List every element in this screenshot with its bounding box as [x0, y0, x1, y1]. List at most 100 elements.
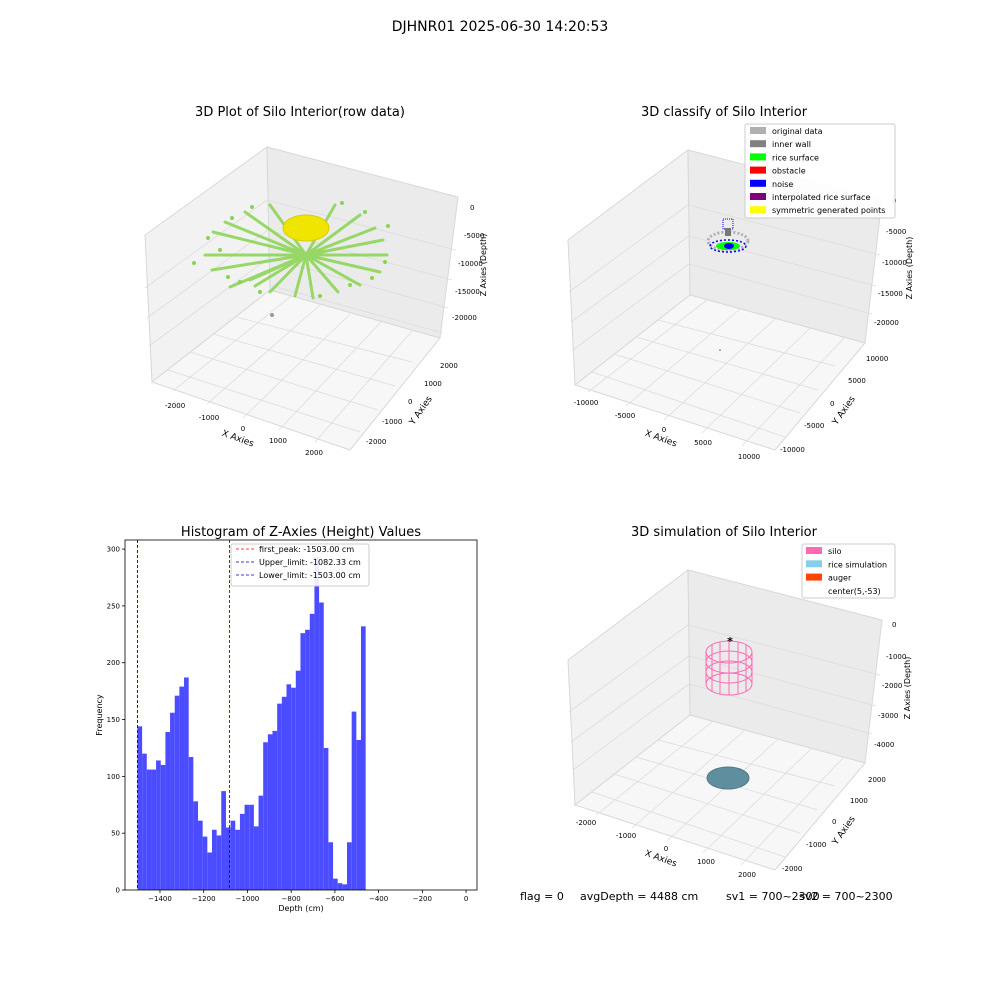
- simulation-legend-swatch: [806, 547, 822, 554]
- raw-ztick: -5000: [464, 232, 484, 240]
- classify-legend-swatch: [750, 179, 766, 187]
- sim-ztick: -4000: [874, 741, 894, 749]
- status-line: flag = 0 avgDepth = 4488 cm sv1 = 700~23…: [520, 890, 893, 903]
- classify-ztick: -20000: [874, 319, 899, 327]
- classify-3d-plot: 3D classify of Silo Interior -10000: [567, 105, 914, 461]
- classify-legend-label: inner wall: [772, 140, 811, 149]
- raw-outlier-point: [270, 313, 274, 317]
- classify-ztick: -10000: [882, 259, 907, 267]
- raw-ztick: -15000: [455, 288, 480, 296]
- histogram-bar: [323, 747, 329, 890]
- histogram-ylabel: Frequency: [95, 694, 104, 736]
- histogram-ytick-label: 50: [111, 830, 120, 838]
- sim-ytick: 1000: [850, 797, 868, 805]
- sim-ztick: -3000: [878, 712, 898, 720]
- histogram-bar: [160, 765, 166, 890]
- classify-zlabel: Z Axies (Depth): [905, 237, 914, 300]
- classify-ytick: -10000: [780, 446, 805, 454]
- classify-noise-ring: [709, 239, 747, 253]
- raw-xtick: 2000: [305, 449, 323, 457]
- histogram-legend-box: [230, 543, 370, 587]
- simulation-legend-swatch: [806, 573, 822, 581]
- histogram-bar: [253, 826, 259, 890]
- histogram-xtick-label: −800: [282, 895, 301, 903]
- histogram-bar: [202, 836, 208, 890]
- histogram-bar: [170, 712, 175, 890]
- histogram-xtick-label: −1000: [236, 895, 260, 903]
- histogram-bar: [184, 677, 189, 890]
- histogram-ytick-label: 200: [107, 659, 120, 667]
- histogram-bar: [207, 852, 212, 890]
- classify-legend-label: obstacle: [772, 167, 806, 176]
- histogram-bar: [244, 804, 250, 890]
- raw-ytick: 1000: [424, 380, 442, 388]
- histogram-bar: [179, 686, 185, 890]
- classify-legend-label: interpolated rice surface: [772, 193, 870, 202]
- classify-legend-swatch: [750, 140, 766, 148]
- raw-ztick: 0: [470, 204, 474, 212]
- histogram-bar: [146, 769, 152, 890]
- histogram-bar: [342, 884, 348, 890]
- classify-xtick: 0: [662, 426, 666, 434]
- histogram-bar: [333, 878, 338, 890]
- classify-legend-swatch: [750, 206, 766, 214]
- raw-xlabel: X Axies: [220, 429, 255, 450]
- sim-zlabel: Z Axies (Depth): [903, 657, 912, 720]
- sim-ztick: 0: [892, 621, 896, 629]
- raw-ytick: 2000: [440, 362, 458, 370]
- histogram-legend-label: Upper_limit: -1082.33 cm: [259, 558, 361, 567]
- histogram-bars: [137, 557, 366, 890]
- raw-ytick: -2000: [366, 438, 386, 446]
- histogram-ytick-label: 0: [116, 887, 120, 895]
- histogram-bar: [291, 687, 296, 890]
- classify-legend: original data inner wall rice surface obsta…: [744, 123, 896, 219]
- histogram-bar: [295, 670, 301, 890]
- histogram-bar: [360, 626, 366, 890]
- histogram-xtick-label: 0: [464, 895, 468, 903]
- histogram-bar: [305, 629, 310, 890]
- histogram-bar: [309, 613, 315, 890]
- histogram-bar: [337, 883, 343, 890]
- histogram-xtick-label: −1200: [192, 895, 216, 903]
- histogram-bar: [198, 820, 203, 890]
- classify-legend-swatch: [750, 166, 766, 174]
- histogram-bar: [281, 696, 287, 890]
- simulation-plot-title: 3D simulation of Silo Interior: [631, 525, 818, 540]
- classify-xtick: 5000: [694, 439, 712, 447]
- classify-original-ring: [706, 230, 750, 252]
- sim-ytick: 2000: [868, 776, 886, 784]
- silo-cylinder: [705, 640, 753, 696]
- histogram-title: Histogram of Z-Axies (Height) Values: [181, 525, 421, 540]
- histogram-bar: [239, 813, 245, 890]
- histogram-chart: Histogram of Z-Axies (Height) Values −14…: [95, 525, 478, 913]
- histogram-bar: [137, 726, 143, 890]
- status-flag: flag = 0: [520, 890, 564, 903]
- classify-scatter: [706, 218, 750, 351]
- raw-pane-floor: [150, 289, 441, 451]
- histogram-legend: first_peak: -1503.00 cm Upper_limit: -108…: [230, 543, 370, 587]
- histogram-xlabel: Depth (cm): [278, 904, 323, 913]
- raw-xtick: 0: [241, 425, 245, 433]
- classify-ztick: -15000: [878, 290, 903, 298]
- raw-point-spokes: [203, 203, 389, 300]
- histogram-bar: [156, 760, 161, 890]
- histogram-bar: [314, 557, 320, 890]
- classify-xtick: 10000: [738, 453, 760, 461]
- classify-ylabel: Y Axies: [830, 394, 858, 427]
- histogram-bar: [258, 795, 264, 890]
- sim-xtick: -2000: [576, 819, 596, 827]
- sim-ytick: -1000: [806, 841, 826, 849]
- histogram-axes-frame: [124, 539, 478, 891]
- raw-3d-plot: 3D Plot of Silo Interior(row data): [144, 105, 488, 457]
- histogram-bar: [193, 801, 199, 890]
- histogram-ytick-label: 100: [107, 773, 120, 781]
- histogram-legend-label: first_peak: -1503.00 cm: [259, 545, 354, 554]
- simulation-legend: silo rice simulation auger center(5,-53): [801, 543, 896, 599]
- histogram-bar: [151, 769, 157, 890]
- histogram-ytick-label: 150: [107, 716, 120, 724]
- histogram-bar: [286, 684, 292, 890]
- histogram-legend-label: Lower_limit: -1503.00 cm: [259, 571, 361, 580]
- classify-legend-label: symmetric generated points: [772, 206, 885, 215]
- classify-outlier: [719, 349, 721, 351]
